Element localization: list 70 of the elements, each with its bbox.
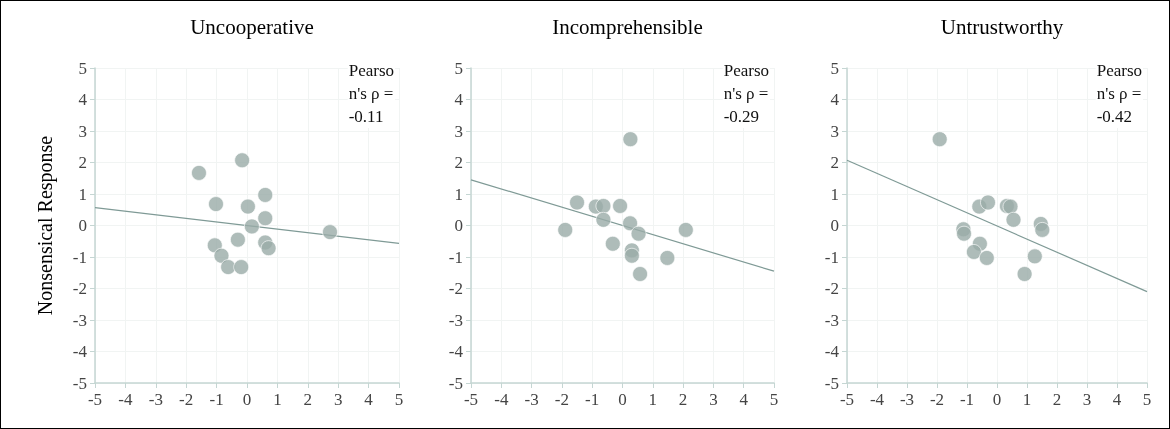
chart-title: Untrustworthy bbox=[940, 14, 1064, 39]
x-tick-label: -3 bbox=[148, 390, 163, 409]
y-tick-label: -2 bbox=[448, 279, 463, 298]
y-tick-label: -4 bbox=[72, 342, 88, 361]
y-tick-label: 4 bbox=[454, 90, 464, 109]
x-tick-label: 0 bbox=[242, 390, 252, 409]
x-tick-label: -1 bbox=[209, 390, 224, 409]
y-tick-label: -5 bbox=[824, 373, 839, 393]
x-tick-label: -4 bbox=[494, 390, 509, 409]
y-tick-label: 5 bbox=[78, 58, 87, 78]
annotation: Pearso n's ρ = -0.29 bbox=[723, 61, 770, 126]
x-tick-label: 3 bbox=[333, 390, 343, 409]
x-tick-label: -2 bbox=[554, 390, 569, 409]
y-tick-label: 4 bbox=[78, 90, 88, 109]
x-tick-label: 0 bbox=[992, 390, 1002, 409]
x-tick-label: 5 bbox=[394, 390, 404, 409]
y-tick-label: -4 bbox=[448, 342, 464, 361]
x-tick-label: -1 bbox=[959, 390, 975, 409]
annotation: Pearso n's ρ = -0.42 bbox=[1096, 61, 1143, 126]
x-tick-label: -4 bbox=[118, 390, 133, 409]
chart-title: Uncooperative bbox=[190, 14, 314, 39]
y-tick-label: 1 bbox=[78, 184, 87, 204]
y-tick-label: -3 bbox=[824, 310, 839, 330]
y-tick-label: 5 bbox=[454, 58, 463, 78]
x-tick-label: 4 bbox=[1112, 390, 1122, 409]
y-tick-label: 0 bbox=[830, 216, 839, 235]
x-tick-label: -1 bbox=[585, 390, 600, 409]
y-tick-label: -2 bbox=[824, 279, 839, 298]
y-tick-label: -4 bbox=[824, 342, 840, 361]
y-tick-label: -1 bbox=[448, 247, 463, 267]
y-tick-label: 5 bbox=[830, 58, 839, 78]
y-tick-label: -2 bbox=[72, 279, 87, 298]
annotation: Pearso n's ρ = -0.11 bbox=[348, 61, 395, 126]
x-tick-label: -3 bbox=[899, 390, 915, 409]
x-tick-label: 2 bbox=[678, 390, 688, 409]
x-tick-label: 0 bbox=[618, 390, 627, 409]
x-tick-label: -2 bbox=[179, 390, 194, 409]
y-tick-label: 1 bbox=[830, 184, 839, 204]
y-tick-label: -1 bbox=[824, 247, 839, 267]
y-tick-label: 3 bbox=[78, 121, 87, 141]
x-tick-label: 1 bbox=[648, 390, 658, 409]
y-tick-label: -3 bbox=[72, 310, 87, 330]
y-tick-label: 2 bbox=[830, 153, 839, 172]
y-tick-label: -3 bbox=[448, 310, 463, 330]
y-tick-label: 3 bbox=[830, 121, 839, 141]
y-tick-label: 0 bbox=[454, 216, 463, 235]
chart-title: Incomprehensible bbox=[552, 14, 703, 39]
y-tick-label: 2 bbox=[78, 153, 87, 172]
x-tick-label: -3 bbox=[524, 390, 539, 409]
y-tick-label: 3 bbox=[454, 121, 463, 141]
x-tick-label: 3 bbox=[709, 390, 718, 409]
x-tick-label: 3 bbox=[1082, 390, 1092, 409]
x-tick-label: 5 bbox=[1142, 390, 1152, 409]
y-tick-label: -5 bbox=[72, 373, 87, 393]
x-tick-label: 4 bbox=[739, 390, 749, 409]
y-tick-label: 1 bbox=[454, 184, 463, 204]
x-tick-label: 1 bbox=[273, 390, 282, 409]
x-tick-label: -4 bbox=[869, 390, 885, 409]
x-tick-label: 1 bbox=[1022, 390, 1032, 409]
y-tick-label: 0 bbox=[78, 216, 87, 235]
x-tick-label: 2 bbox=[303, 390, 313, 409]
x-tick-label: -2 bbox=[929, 390, 945, 409]
y-tick-label: -1 bbox=[72, 247, 87, 267]
y-axis-title: Nonsensical Response bbox=[34, 135, 57, 316]
x-tick-label: 2 bbox=[1052, 390, 1062, 409]
x-tick-label: 4 bbox=[364, 390, 374, 409]
x-tick-label: 5 bbox=[769, 390, 779, 409]
y-tick-label: -5 bbox=[448, 373, 463, 393]
y-tick-label: 4 bbox=[830, 90, 840, 109]
y-tick-label: 2 bbox=[454, 153, 463, 172]
